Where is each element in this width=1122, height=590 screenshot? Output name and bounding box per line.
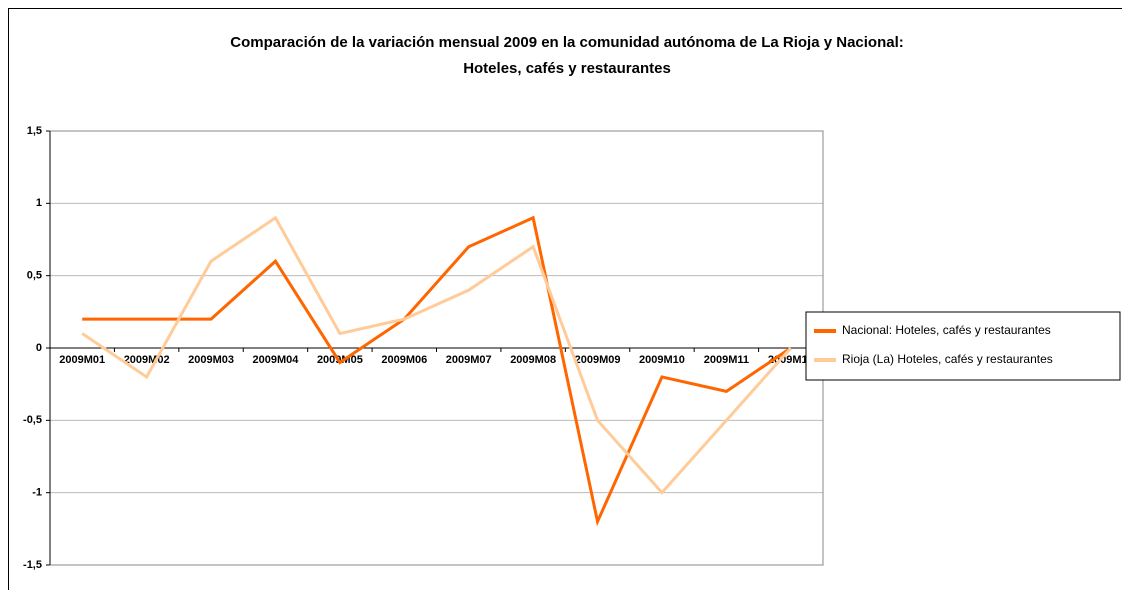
- chart-title: Hoteles, cafés y restaurantes: [463, 60, 671, 77]
- x-tick-label: 2009M08: [510, 354, 556, 366]
- y-tick-label: 0,5: [27, 270, 42, 282]
- legend-box: [805, 311, 1121, 381]
- series-line: [82, 215, 792, 527]
- x-tick-label: 2009M06: [381, 354, 427, 366]
- legend-label: Nacional: Hoteles, cafés y restaurantes: [842, 323, 1051, 337]
- x-tick-label: 2009M10: [639, 354, 685, 366]
- x-tick-label: 2009M07: [446, 354, 492, 366]
- y-tick-label: -1: [32, 487, 42, 499]
- x-tick-label: 2009M09: [575, 354, 621, 366]
- x-tick-label: 2009M03: [188, 354, 234, 366]
- series-line: [81, 215, 792, 495]
- x-tick-label: 2009M02: [124, 354, 170, 366]
- legend-label: Rioja (La) Hoteles, cafés y restaurantes: [842, 352, 1053, 366]
- y-tick-label: 1,5: [27, 125, 42, 137]
- y-tick-label: -0,5: [23, 414, 42, 426]
- y-tick-label: 1: [36, 197, 42, 209]
- x-tick-label: 2009M11: [704, 354, 749, 366]
- x-tick-label: 2009M04: [253, 354, 300, 366]
- chart-title: Comparación de la variación mensual 2009…: [230, 34, 904, 51]
- y-tick-label: -1,5: [23, 559, 42, 571]
- y-tick-label: 0: [36, 342, 42, 354]
- chart-frame: [8, 8, 1122, 590]
- x-tick-label: 2009M01: [59, 354, 105, 366]
